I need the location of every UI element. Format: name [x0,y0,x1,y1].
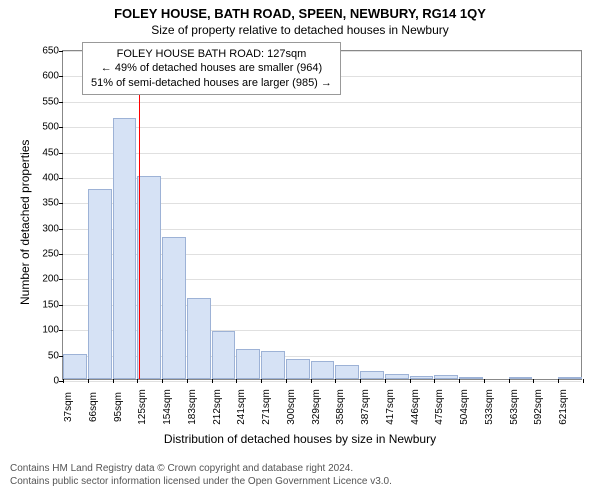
x-tick-label: 329sqm [311,389,322,425]
gridline [63,381,581,382]
y-tick-label: 250 [42,249,63,260]
x-tick-label: 621sqm [558,389,569,425]
histogram-bar [311,361,335,379]
histogram-bar [459,377,483,379]
gridline [63,153,581,154]
x-tick-label: 154sqm [162,389,173,425]
y-tick-label: 100 [42,325,63,336]
x-tick-label: 417sqm [385,389,396,425]
annotation-line1: FOLEY HOUSE BATH ROAD: 127sqm [91,47,332,61]
histogram-bar [410,376,434,379]
gridline [63,102,581,103]
y-tick-label: 0 [53,376,63,387]
x-tick-label: 125sqm [137,389,148,425]
histogram-bar [212,331,236,379]
histogram-bar [88,189,112,379]
footer-line2: Contains public sector information licen… [10,475,392,488]
x-tick-label: 300sqm [286,389,297,425]
x-tick-label: 504sqm [459,389,470,425]
x-tick-label: 66sqm [88,392,99,422]
gridline [63,127,581,128]
annotation-box: FOLEY HOUSE BATH ROAD: 127sqm ← 49% of d… [82,42,341,95]
histogram-bar [360,371,384,379]
y-tick-label: 500 [42,122,63,133]
y-tick-label: 50 [48,350,63,361]
histogram-bar [113,118,137,379]
chart-subtitle: Size of property relative to detached ho… [0,23,600,37]
histogram-bar [63,354,87,379]
x-tick-label: 271sqm [261,389,272,425]
y-tick-label: 600 [42,71,63,82]
histogram-bar [558,377,582,379]
x-tick-label: 358sqm [335,389,346,425]
x-axis-label: Distribution of detached houses by size … [0,432,600,446]
histogram-bar [261,351,285,379]
y-tick-label: 150 [42,299,63,310]
x-tick-label: 533sqm [484,389,495,425]
histogram-bar [162,237,186,379]
x-tick-label: 563sqm [509,389,520,425]
x-tick-label: 387sqm [360,389,371,425]
y-tick-label: 350 [42,198,63,209]
footer-line1: Contains HM Land Registry data © Crown c… [10,462,392,475]
y-tick-label: 300 [42,223,63,234]
histogram-bar [236,349,260,379]
histogram-bar [335,365,359,379]
y-tick-label: 650 [42,46,63,57]
x-tick-label: 241sqm [236,389,247,425]
y-tick-label: 550 [42,96,63,107]
histogram-bar [509,377,533,379]
histogram-bar [434,375,458,379]
x-tick-label: 95sqm [113,392,124,422]
annotation-line3: 51% of semi-detached houses are larger (… [91,76,332,90]
histogram-bar [286,359,310,379]
footer: Contains HM Land Registry data © Crown c… [10,462,392,488]
y-tick-label: 400 [42,172,63,183]
y-tick-label: 450 [42,147,63,158]
histogram-bar [385,374,409,379]
y-axis-label: Number of detached properties [18,140,32,305]
x-tick-label: 212sqm [212,389,223,425]
x-tick-label: 592sqm [533,389,544,425]
plot-area: 0501001502002503003504004505005506006503… [62,50,582,380]
annotation-line2: ← 49% of detached houses are smaller (96… [91,61,332,75]
reference-line [139,51,140,379]
histogram-bar [187,298,211,379]
x-tick-label: 475sqm [434,389,445,425]
chart-container: { "title": "FOLEY HOUSE, BATH ROAD, SPEE… [0,0,600,500]
chart-title: FOLEY HOUSE, BATH ROAD, SPEEN, NEWBURY, … [0,6,600,21]
y-tick-label: 200 [42,274,63,285]
x-tick-label: 37sqm [63,392,74,422]
x-tick-label: 183sqm [187,389,198,425]
x-tick-label: 446sqm [410,389,421,425]
histogram-bar [137,176,161,379]
